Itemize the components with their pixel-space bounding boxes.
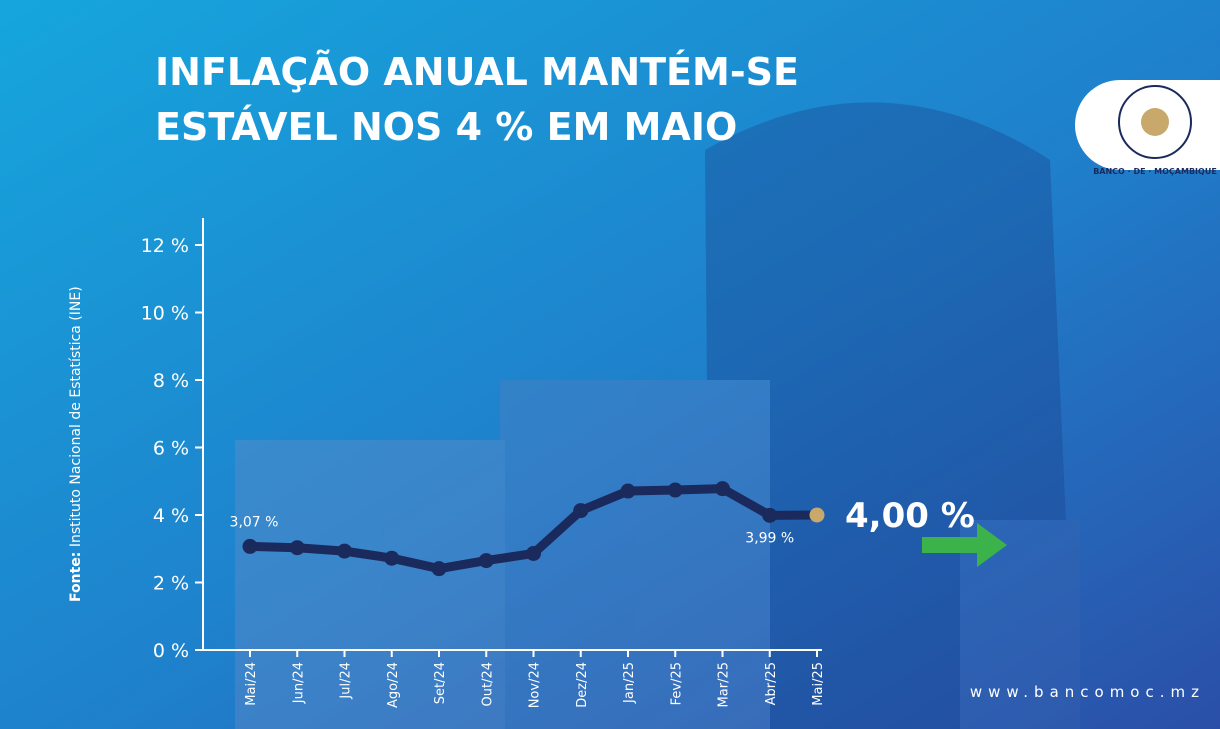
y-tick-label: 2 % — [153, 573, 189, 595]
x-tick-label: Out/24 — [480, 662, 495, 707]
logo-ring — [1118, 85, 1192, 159]
x-tick-label: Mai/24 — [244, 662, 259, 706]
data-point — [809, 507, 825, 523]
x-tick-label: Nov/24 — [528, 662, 543, 708]
x-tick-label: Set/24 — [433, 662, 448, 704]
x-tick-label: Abr/25 — [764, 662, 779, 705]
title-line: INFLAÇÃO ANUAL MANTÉM-SE — [155, 50, 799, 94]
x-tick-label: Ago/24 — [386, 662, 401, 708]
x-tick-label: Mar/25 — [717, 662, 732, 707]
x-tick-label: Mai/25 — [811, 662, 826, 706]
title-line: ESTÁVEL NOS 4 % EM MAIO — [155, 105, 737, 149]
logo: BANCO · DE · MOÇAMBIQUE — [1075, 80, 1220, 176]
data-point — [573, 503, 589, 519]
data-point — [478, 553, 494, 569]
logo-emblem — [1141, 108, 1169, 136]
y-tick-label: 4 % — [153, 505, 189, 527]
source: Fonte: Instituto Nacional de Estatística… — [68, 286, 84, 602]
data-point — [384, 550, 400, 566]
value-label: 3,99 % — [745, 530, 794, 546]
y-tick-label: 6 % — [153, 438, 189, 460]
source-label: Fonte: — [68, 552, 84, 602]
x-tick-label: Jan/25 — [622, 662, 637, 704]
buildings — [235, 102, 1080, 729]
arrow — [922, 523, 1007, 567]
data-point — [242, 538, 258, 554]
x-tick-label: Jun/24 — [291, 662, 306, 704]
website: www.bancomoc.mz — [970, 683, 1205, 701]
logo-text: BANCO · DE · MOÇAMBIQUE — [1093, 167, 1217, 176]
y-tick-label: 8 % — [153, 370, 189, 392]
data-point — [667, 482, 683, 498]
data-point — [289, 540, 305, 556]
data-point — [762, 507, 778, 523]
data-point — [526, 545, 541, 561]
y-tick-label: 12 % — [141, 235, 189, 257]
data-point — [337, 543, 352, 559]
x-tick-label: Jul/24 — [339, 662, 354, 700]
data-point — [620, 483, 636, 499]
y-tick-label: 0 % — [153, 640, 189, 662]
x-tick-label: Dez/24 — [575, 662, 590, 708]
data-point — [431, 561, 447, 577]
value-label: 3,07 % — [230, 514, 279, 530]
x-tick-label: Fev/25 — [669, 662, 684, 705]
value-label-highlight: 4,00 % — [845, 496, 975, 536]
y-tick-label: 10 % — [141, 303, 189, 325]
source-text: Instituto Nacional de Estatística (INE) — [68, 286, 84, 547]
data-point — [715, 481, 730, 497]
